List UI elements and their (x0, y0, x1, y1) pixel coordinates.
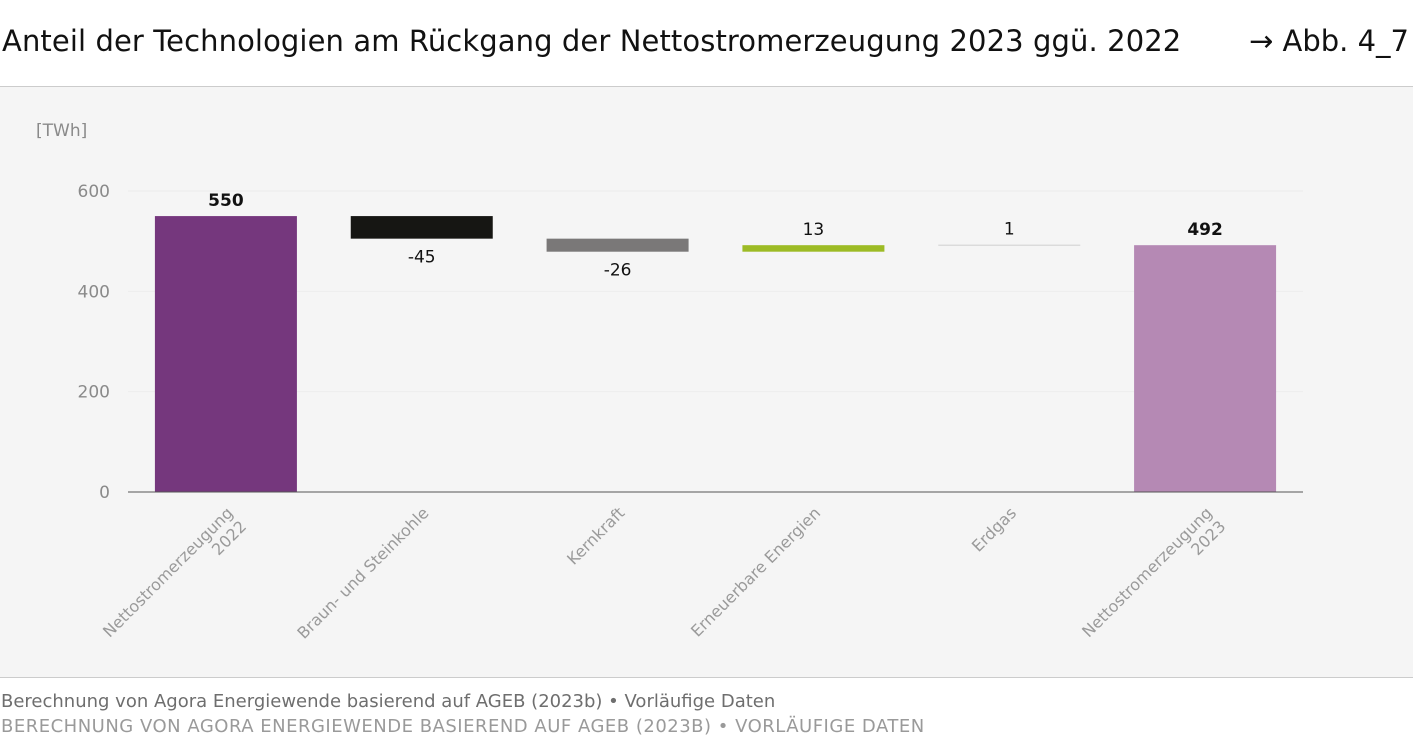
value-label-layer: 550 -45 -26 13 1 492 (208, 191, 1223, 281)
category-label-3: Erneuerbare Energien (687, 503, 824, 640)
y-tick-label: 600 (78, 182, 110, 202)
data-label-2: -26 (604, 261, 632, 281)
bar-3 (742, 245, 885, 252)
bar-4 (938, 244, 1081, 246)
category-label-1: Braun- und Steinkohle (293, 503, 432, 642)
grid-layer: 0 200 400 600 (78, 182, 1303, 503)
y-tick-label: 200 (78, 383, 110, 403)
y-tick-label: 400 (78, 282, 110, 302)
data-label-3: 13 (803, 220, 825, 240)
category-label-line: Kernkraft (563, 503, 628, 568)
source-note-cutoff: Berechnung von Agora Energiewende basier… (1, 716, 925, 737)
category-label-2: Kernkraft (563, 503, 628, 568)
figure-reference-link[interactable]: → Abb. 4_7 (1248, 24, 1409, 58)
source-note: Berechnung von Agora Energiewende basier… (1, 691, 776, 712)
bar-2 (546, 238, 689, 252)
category-label-line: Erdgas (968, 503, 1020, 555)
data-label-4: 1 (1004, 220, 1015, 240)
footer-rule (0, 677, 1413, 678)
bar-5 (1134, 245, 1277, 492)
category-label-line: Nettostromerzeugung (99, 503, 237, 641)
waterfall-chart: [TWh] 0 200 400 600 550 -45 -26 13 1 492 Nettost… (36, 121, 1303, 643)
page-title: Anteil der Technologien am Rückgang der … (2, 24, 1182, 58)
bar-0 (154, 216, 297, 493)
bar-1 (350, 216, 493, 239)
title-bar: Anteil der Technologien am Rückgang der … (0, 0, 1413, 87)
category-label-line: Braun- und Steinkohle (293, 503, 432, 642)
bar-layer (154, 216, 1277, 493)
category-label-line: Nettostromerzeugung (1078, 503, 1216, 641)
data-label-1: -45 (408, 248, 436, 268)
category-label-line: Erneuerbare Energien (687, 503, 824, 640)
y-axis-unit-label: [TWh] (36, 121, 87, 141)
data-label-0: 550 (208, 191, 244, 211)
y-tick-label: 0 (99, 483, 110, 503)
category-label-4: Erdgas (968, 503, 1020, 555)
data-label-5: 492 (1187, 220, 1223, 240)
